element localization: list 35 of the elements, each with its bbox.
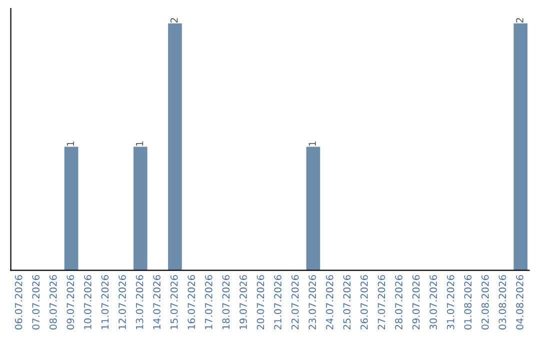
x-tick-label: 01.08.2026 bbox=[464, 275, 472, 330]
x-tick-label: 14.07.2026 bbox=[153, 275, 160, 330]
x-tick-label: 30.07.2026 bbox=[430, 275, 437, 330]
data-label: 1 bbox=[136, 142, 144, 146]
data-label: 1 bbox=[308, 142, 316, 146]
x-tick-label: 16.07.2026 bbox=[188, 275, 196, 330]
x-tick-label: 20.07.2026 bbox=[256, 275, 264, 330]
x-tick-label: 06.07.2026 bbox=[14, 275, 22, 330]
x-tick-label: 03.08.2026 bbox=[498, 275, 506, 330]
x-tick-label: 10.07.2026 bbox=[84, 275, 92, 330]
x-tick-label: 15.07.2026 bbox=[170, 275, 178, 330]
x-tick-label: 02.08.2026 bbox=[481, 275, 489, 330]
x-tick-label: 18.07.2026 bbox=[222, 275, 230, 330]
x-tick-label: 04.08.2026 bbox=[516, 275, 524, 330]
x-tick-label: 26.07.2026 bbox=[360, 275, 368, 330]
x-tick-label: 09.07.2026 bbox=[66, 275, 74, 330]
x-tick-label: 19.07.2026 bbox=[240, 275, 247, 330]
x-tick-label: 11.07.2026 bbox=[101, 275, 109, 330]
x-tick-label: 28.07.2026 bbox=[395, 275, 402, 330]
x-tick-label: 25.07.2026 bbox=[343, 275, 351, 330]
x-tick-label: 24.07.2026 bbox=[326, 275, 334, 330]
x-tick-label: 31.07.2026 bbox=[446, 275, 454, 330]
x-tick-label: 12.07.2026 bbox=[118, 275, 126, 330]
x-tick-label: 07.07.2026 bbox=[32, 275, 40, 330]
data-label: 2 bbox=[170, 18, 178, 23]
data-label: 2 bbox=[516, 18, 524, 23]
x-tick-label: 29.07.2026 bbox=[412, 275, 420, 330]
x-tick-label: 08.07.2026 bbox=[49, 275, 57, 330]
x-tick-label: 13.07.2026 bbox=[136, 275, 144, 330]
data-label: 1 bbox=[66, 142, 74, 146]
x-tick-label: 21.07.2026 bbox=[274, 275, 282, 330]
x-tick-label: 17.07.2026 bbox=[204, 275, 212, 330]
x-tick-label: 22.07.2026 bbox=[291, 275, 299, 330]
x-tick-label: 27.07.2026 bbox=[378, 275, 386, 330]
x-tick-label: 23.07.2026 bbox=[308, 275, 316, 330]
